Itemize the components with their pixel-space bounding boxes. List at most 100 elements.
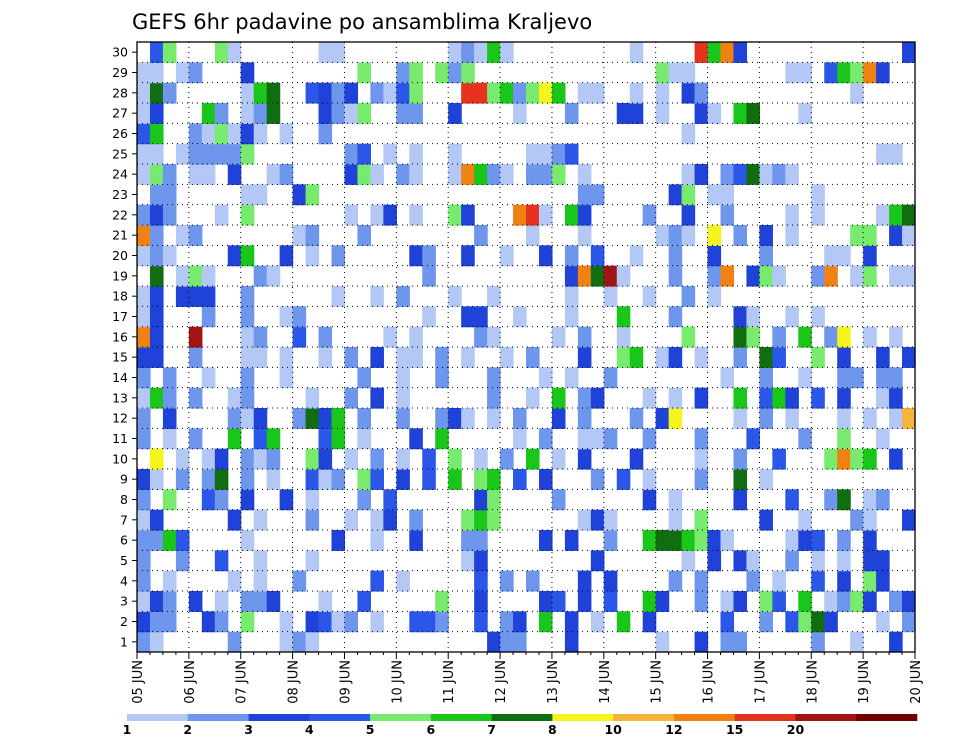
heatmap-cell [642, 591, 657, 612]
heatmap-cell [162, 387, 177, 409]
heatmap-cell [487, 367, 501, 389]
heatmap-cell [227, 387, 242, 409]
heatmap-cell [292, 326, 307, 348]
heatmap-cell [214, 591, 229, 612]
heatmap-cell [318, 123, 333, 145]
heatmap-cell [188, 164, 203, 185]
y-tick-label: 5 [120, 553, 128, 568]
heatmap-cell [149, 143, 164, 165]
heatmap-cell [759, 367, 773, 389]
heatmap-cell [240, 204, 255, 226]
heatmap-cell [162, 204, 177, 226]
heatmap-cell [370, 387, 384, 409]
heatmap-cell [474, 42, 488, 63]
heatmap-cell [733, 387, 748, 409]
heatmap-cell [590, 428, 605, 450]
y-tick-label: 15 [112, 350, 128, 365]
heatmap-cell [811, 611, 825, 633]
heatmap-cell [759, 347, 773, 368]
heatmap-cell [149, 326, 164, 348]
heatmap-cell [253, 550, 268, 572]
heatmap-cell [487, 82, 501, 104]
heatmap-cell [694, 570, 709, 592]
heatmap-cell [137, 631, 151, 653]
heatmap-cell [461, 42, 475, 63]
heatmap-cell [863, 326, 877, 348]
heatmap-cell [551, 448, 566, 470]
heatmap-cell [902, 509, 916, 531]
heatmap-cell [240, 408, 255, 429]
heatmap-cell [811, 550, 825, 572]
heatmap-cell [526, 570, 540, 592]
y-tick-label: 27 [112, 106, 128, 121]
heatmap-cell [538, 530, 553, 551]
heatmap-cell [201, 103, 216, 124]
heatmap-cell [785, 489, 799, 511]
heatmap-cell [513, 82, 527, 104]
heatmap-cell [577, 225, 592, 246]
heatmap-cell [513, 306, 527, 328]
y-tick-label: 11 [112, 431, 128, 446]
heatmap-cell [863, 530, 877, 551]
heatmap-cell [694, 428, 709, 450]
heatmap-cell [785, 225, 799, 246]
colorbar-swatch [552, 714, 614, 721]
heatmap-cell [279, 164, 294, 185]
heatmap-cell [240, 82, 255, 104]
heatmap-cell [733, 326, 748, 348]
heatmap-cell [448, 286, 462, 307]
colorbar-swatch [370, 714, 432, 721]
heatmap-cell [889, 591, 903, 612]
heatmap-cell [681, 225, 696, 246]
heatmap-cell [733, 408, 748, 429]
heatmap-cell [694, 103, 709, 124]
heatmap-cell [214, 448, 229, 470]
colorbar-swatch [734, 714, 796, 721]
heatmap-cell [513, 631, 527, 653]
y-tick-label: 16 [112, 329, 128, 344]
heatmap-cell [149, 62, 164, 84]
colorbar-label: 2 [183, 722, 192, 737]
colorbar-swatch [187, 714, 249, 721]
heatmap-cell [707, 103, 722, 124]
heatmap-cell [383, 82, 397, 104]
heatmap-cell [759, 387, 773, 409]
heatmap-cell [162, 367, 177, 389]
heatmap-cell [811, 347, 825, 368]
y-tick-label: 21 [112, 228, 128, 243]
heatmap-cell [798, 509, 812, 531]
heatmap-cell [733, 225, 748, 246]
heatmap-cell [551, 326, 566, 348]
heatmap-cell [889, 326, 903, 348]
heatmap-cell [577, 570, 592, 592]
heatmap-cell [357, 428, 371, 450]
heatmap-cell [487, 631, 501, 653]
heatmap-cell [357, 225, 371, 246]
x-tick-label: 17 JUN [753, 660, 768, 704]
heatmap-cell [863, 62, 877, 84]
heatmap-cell [162, 408, 177, 429]
heatmap-cell [733, 448, 748, 470]
heatmap-cell [396, 347, 410, 368]
heatmap-cell [590, 469, 605, 490]
heatmap-cell [577, 326, 592, 348]
heatmap-cell [305, 469, 320, 490]
heatmap-cell [253, 591, 268, 612]
heatmap-cell [461, 82, 475, 104]
heatmap-cell [538, 428, 553, 450]
heatmap-cell [137, 103, 151, 124]
heatmap-cell [396, 448, 410, 470]
heatmap-cell [448, 42, 462, 63]
heatmap-cell [137, 204, 151, 226]
heatmap-cell [642, 530, 657, 551]
heatmap-cell [642, 611, 657, 633]
heatmap-cell [474, 570, 488, 592]
heatmap-cell [240, 448, 255, 470]
heatmap-cell [474, 489, 488, 511]
heatmap-cell [240, 62, 255, 84]
heatmap-cell [876, 62, 890, 84]
heatmap-cell [863, 448, 877, 470]
heatmap-cell [162, 489, 177, 511]
heatmap-cell [422, 469, 436, 490]
heatmap-cell [137, 509, 151, 531]
